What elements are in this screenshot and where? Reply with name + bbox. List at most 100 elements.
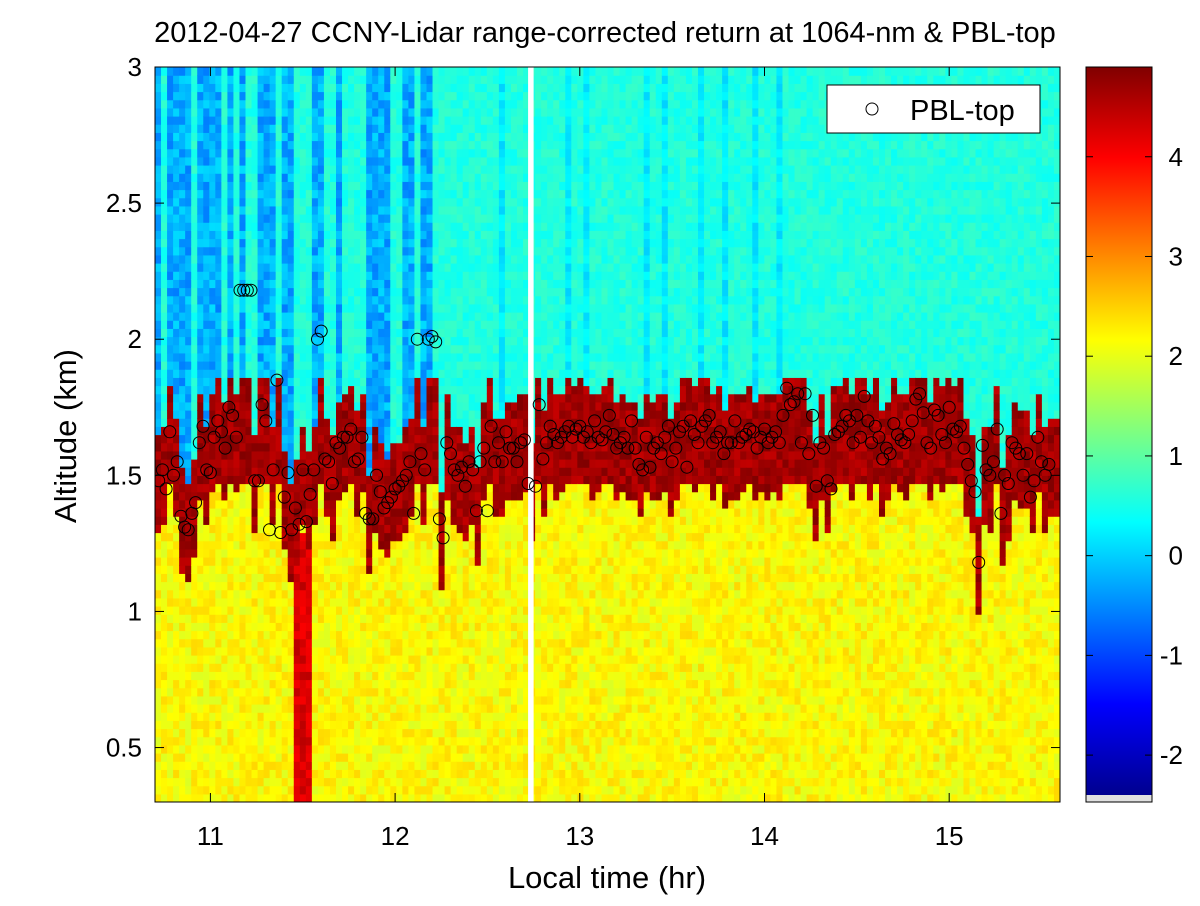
- heatmap-cell: [311, 467, 319, 476]
- heatmap-cell: [474, 499, 482, 509]
- heatmap-cell: [426, 630, 434, 640]
- heatmap-cell: [209, 369, 216, 378]
- heatmap-cell: [396, 679, 403, 689]
- heatmap-cell: [305, 704, 313, 713]
- heatmap-cell: [317, 475, 325, 485]
- heatmap-cell: [227, 720, 235, 730]
- heatmap-cell: [251, 671, 259, 681]
- heatmap-cell: [426, 124, 434, 133]
- heatmap-cell: [480, 622, 488, 632]
- heatmap-cell: [342, 303, 349, 313]
- heatmap-cell: [348, 140, 355, 150]
- heatmap-cell: [251, 516, 259, 525]
- heatmap-cell: [299, 222, 307, 231]
- heatmap-cell: [173, 785, 180, 795]
- heatmap-cell: [468, 655, 476, 664]
- heatmap-cell: [167, 720, 174, 730]
- heatmap-cell: [450, 483, 458, 493]
- heatmap-cell: [426, 695, 434, 705]
- heatmap-cell: [360, 124, 367, 133]
- heatmap-cell: [342, 524, 349, 534]
- heatmap-cell: [269, 720, 277, 730]
- heatmap-cell: [390, 205, 397, 215]
- heatmap-cell: [155, 744, 162, 754]
- heatmap-cell: [233, 107, 241, 117]
- heatmap-cell: [227, 426, 235, 436]
- heatmap-cell: [372, 67, 379, 76]
- heatmap-cell: [390, 655, 397, 664]
- heatmap-cell: [432, 352, 440, 362]
- heatmap-cell: [281, 475, 289, 485]
- heatmap-cell: [468, 91, 476, 101]
- heatmap-cell: [167, 532, 174, 542]
- heatmap-cell: [396, 704, 403, 713]
- heatmap-cell: [233, 565, 241, 574]
- heatmap-cell: [197, 434, 204, 444]
- heatmap-cell: [191, 573, 198, 583]
- heatmap-cell: [438, 99, 446, 109]
- heatmap-cell: [408, 132, 416, 142]
- heatmap-cell: [239, 622, 247, 632]
- heatmap-cell: [390, 761, 397, 770]
- heatmap-cell: [384, 312, 391, 321]
- heatmap-cell: [197, 491, 204, 501]
- heatmap-cell: [474, 279, 482, 289]
- heatmap-cell: [227, 459, 235, 468]
- heatmap-cell: [173, 197, 180, 207]
- heatmap-cell: [251, 532, 259, 542]
- heatmap-cell: [366, 434, 373, 444]
- heatmap-cell: [257, 728, 265, 738]
- heatmap-cell: [173, 107, 180, 117]
- heatmap-cell: [173, 597, 180, 607]
- heatmap-cell: [390, 132, 397, 142]
- heatmap-cell: [444, 385, 452, 395]
- heatmap-cell: [462, 173, 470, 182]
- heatmap-cell: [474, 67, 482, 76]
- heatmap-cell: [456, 426, 464, 436]
- heatmap-cell: [257, 312, 265, 321]
- heatmap-cell: [438, 606, 446, 615]
- heatmap-cell: [197, 369, 204, 378]
- heatmap-cell: [444, 679, 452, 689]
- heatmap-cell: [251, 777, 259, 787]
- heatmap-cell: [372, 287, 379, 297]
- heatmap-cell: [438, 410, 446, 419]
- heatmap-cell: [203, 695, 210, 705]
- heatmap-cell: [474, 728, 482, 738]
- heatmap-cell: [402, 344, 409, 354]
- heatmap-cell: [167, 646, 174, 656]
- heatmap-cell: [408, 401, 416, 411]
- heatmap-cell: [299, 753, 307, 762]
- heatmap-cell: [239, 352, 247, 362]
- heatmap-cell: [354, 279, 361, 289]
- heatmap-cell: [378, 720, 385, 730]
- heatmap-cell: [420, 606, 428, 615]
- heatmap-cell: [354, 312, 361, 321]
- heatmap-cell: [281, 124, 289, 133]
- heatmap-cell: [185, 516, 192, 525]
- heatmap-cell: [191, 548, 198, 558]
- heatmap-cell: [203, 344, 210, 354]
- heatmap-cell: [257, 565, 265, 574]
- heatmap-cell: [317, 638, 325, 648]
- heatmap-cell: [366, 728, 373, 738]
- heatmap-cell: [408, 606, 416, 615]
- heatmap-cell: [293, 597, 301, 607]
- heatmap-cell: [323, 336, 331, 346]
- heatmap-cell: [215, 753, 222, 762]
- heatmap-cell: [311, 491, 319, 501]
- heatmap-cell: [474, 614, 482, 623]
- heatmap-cell: [480, 75, 488, 84]
- heatmap-cell: [185, 75, 192, 84]
- heatmap-cell: [269, 263, 277, 272]
- heatmap-cell: [378, 116, 385, 125]
- heatmap-cell: [354, 230, 361, 240]
- heatmap-cell: [450, 83, 458, 93]
- heatmap-cell: [474, 450, 482, 460]
- heatmap-cell: [323, 287, 331, 297]
- heatmap-cell: [269, 744, 277, 754]
- heatmap-cell: [209, 205, 216, 215]
- heatmap-cell: [179, 671, 186, 681]
- heatmap-cell: [311, 663, 319, 672]
- heatmap-cell: [474, 753, 482, 762]
